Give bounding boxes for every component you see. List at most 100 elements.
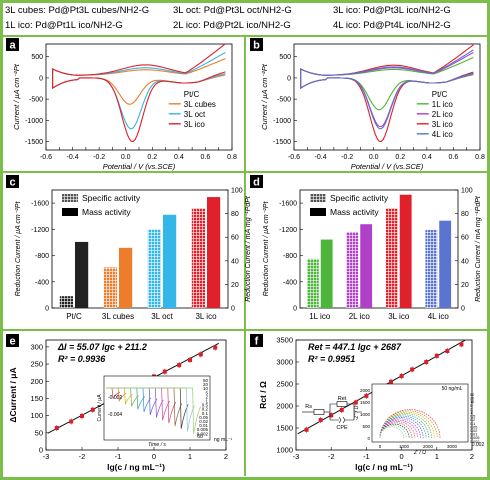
inset-e-xlabel: Time / s — [148, 442, 166, 448]
y2-axis-label: Reduction Current / mA mg⁻¹PdPt — [245, 195, 252, 302]
inset-f-ytick: 2000 — [360, 388, 371, 393]
inset-f-ytick: 1000 — [360, 412, 371, 417]
inset-f-xlabel: Z' / Ω — [413, 450, 426, 456]
x-tick-label: -1 — [363, 452, 370, 461]
legend-label: Specific activity — [82, 193, 141, 203]
inset-e-concentration: 1 — [205, 399, 208, 404]
y-tick-label: 3500 — [276, 336, 293, 345]
circuit-ret-label: Ret — [338, 396, 347, 402]
legend-label: Mass activity — [330, 207, 379, 217]
legend-label: 3L ico — [184, 120, 206, 129]
legend-1l-ico: 1L ico: Pd@Pt1L ico/NH2-G — [5, 20, 123, 31]
y2-tick-label: 40 — [231, 258, 239, 265]
circuit-cpe — [338, 416, 346, 424]
legend-label: Mass activity — [82, 207, 131, 217]
cv-curve-pt-c — [301, 67, 474, 88]
inset-e-concentration: 5 — [205, 390, 208, 395]
inset-e-frame — [103, 375, 211, 441]
inset-e-conc-label: ng mL⁻¹ — [214, 437, 233, 443]
panel-c-frame — [51, 189, 229, 309]
legend-label: 1L ico — [432, 100, 454, 109]
inset-f-concentration: 2 — [470, 407, 472, 411]
circuit-ret — [336, 401, 348, 407]
x-tick-label: -2 — [328, 452, 335, 461]
x-tick-label: -0.4 — [67, 154, 79, 161]
inset-f-concentration: 0.05 — [470, 425, 477, 429]
inset-e-trace — [106, 387, 158, 415]
legend-label: Pt/C — [432, 90, 448, 99]
x-tick-label: -3 — [43, 452, 50, 461]
panel-b-label-box — [250, 38, 263, 51]
data-point — [162, 369, 167, 374]
y-tick-label: -1500 — [273, 139, 291, 146]
inset-e-concentration: 0.5 — [202, 403, 209, 408]
inset-f-semicircle — [379, 409, 441, 439]
inset-f-concentration: 50 — [470, 393, 474, 397]
data-point — [434, 353, 439, 358]
inset-f-top-label: 50 ng/mL — [442, 386, 463, 392]
bar-mass-activity — [399, 194, 412, 308]
legend-label: Pt/C — [184, 90, 200, 99]
inset-e-trace — [106, 387, 146, 410]
y-tick-label: 2500 — [276, 380, 293, 389]
inset-e-trace — [106, 387, 127, 402]
y-tick-label: -500 — [277, 97, 291, 104]
legend-label: 3L ico — [432, 120, 454, 129]
y-tick-label: 250 — [30, 360, 43, 369]
data-point — [445, 349, 450, 353]
inset-e-concentration: 2 — [205, 394, 208, 399]
x-tick-label: 0.6 — [449, 154, 459, 161]
y2-tick-label: 60 — [461, 235, 469, 242]
y-tick-label: -1600 — [279, 201, 297, 208]
y-tick-label: 1500 — [276, 424, 293, 433]
inset-f-semicircle — [379, 425, 407, 439]
panel-d-label: d — [253, 177, 260, 189]
y2-tick-label: 20 — [231, 282, 239, 289]
inset-f-concentration: 5 — [470, 404, 472, 408]
y2-tick-label: 0 — [461, 306, 465, 313]
legend-2l-ico: 2L ico: Pd@Pt2L ico/NH2-G — [173, 20, 291, 31]
inset-e-trace — [106, 387, 139, 407]
inset-f-concentration: 0.1 — [470, 422, 475, 426]
panel-e-frame — [45, 339, 227, 451]
y-tick-label: -800 — [283, 253, 297, 260]
bar-mass-activity — [320, 239, 333, 308]
fit-equation: Ret = 447.1 lgc + 2687 — [308, 342, 402, 352]
inset-f-ytick: 0 — [367, 436, 370, 441]
x-axis-label: Potential / V (vs.SCE) — [351, 162, 424, 171]
data-point — [318, 418, 323, 423]
x-tick-label: -0.6 — [288, 154, 300, 161]
inset-e-ytick: -0.002 — [108, 395, 122, 401]
data-point — [364, 393, 369, 398]
circuit-rs — [313, 409, 325, 415]
x-tick-label: 2 — [470, 452, 474, 461]
inset-f-concentration: 0.01 — [470, 433, 477, 437]
y-tick-label: -400 — [35, 279, 49, 286]
inset-f-semicircle — [379, 419, 418, 439]
legend-3l-oct: 3L oct: Pd@Pt3L oct/NH2-G — [173, 5, 292, 16]
y-tick-label: 300 — [30, 342, 43, 351]
y-tick-label: 50 — [35, 428, 43, 437]
bar-mass-activity — [163, 214, 177, 308]
inset-e-trace — [106, 387, 121, 399]
data-point — [410, 367, 415, 372]
inset-e-ytick: -0.004 — [108, 412, 122, 418]
legend-swatch — [62, 208, 78, 216]
y-tick-label: 0 — [39, 75, 43, 82]
data-point — [339, 407, 344, 412]
legend-label: 2L ico — [432, 110, 454, 119]
inset-e-concentration: 0.01 — [199, 423, 208, 428]
data-point — [177, 363, 182, 368]
inset-f-ytick: 1500 — [360, 400, 371, 405]
inset-e-trace — [106, 387, 164, 418]
y-tick-label: 500 — [31, 54, 43, 61]
data-point — [54, 426, 59, 430]
inset-e-concentration: 0.2 — [202, 407, 209, 412]
x-tick-label: 3L cubes — [102, 312, 134, 321]
y-tick-label: -400 — [283, 279, 297, 286]
y2-tick-label: 80 — [231, 211, 239, 218]
panel-e-label: e — [9, 336, 15, 348]
legend-swatch — [62, 194, 78, 202]
x-tick-label: 1 — [435, 452, 439, 461]
y-axis-label: Current / μA cm⁻²Pt — [12, 63, 21, 130]
